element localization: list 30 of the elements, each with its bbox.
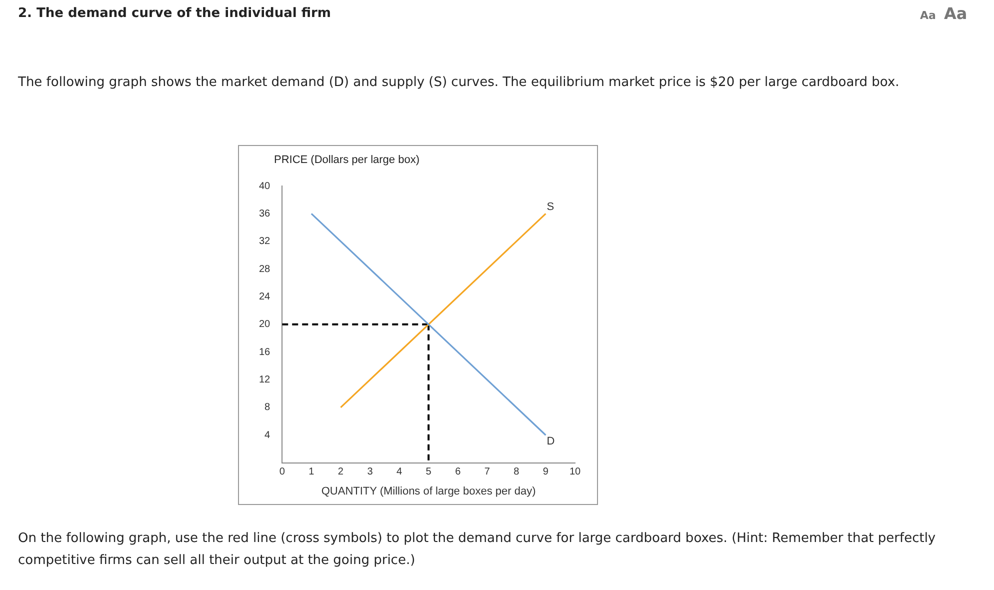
y-tick-label: 4: [264, 430, 271, 441]
x-tick-label: 2: [338, 466, 344, 478]
x-axis-title: QUANTITY (Millions of large boxes per day): [321, 485, 536, 498]
x-tick-label: 1: [308, 466, 315, 478]
chart-subtitle: The following graph shows the market demand (D) and supply (S) curves. The equilibrium market price is $20 per large cardboard box.: [18, 74, 900, 92]
x-tick-label: 7: [484, 466, 490, 478]
y-tick-label: 24: [259, 291, 271, 302]
text: On the following graph, use the red line (cross symbols) to plot the demand curve for large cardboard boxes. (Hint: Remember that perfectly competitive firms can sell all their output at the going price.): [18, 530, 937, 570]
text: Aa: [944, 4, 968, 23]
x-tick-label: 9: [542, 466, 549, 478]
y-axis-title: PRICE (Dollars per large box): [274, 154, 420, 166]
x-tick-label: 10: [569, 466, 581, 478]
text: Aa: [920, 9, 936, 22]
series-label: S: [546, 201, 554, 214]
text: 2. The demand curve of the individual firm: [18, 6, 331, 21]
x-tick-label: 4: [396, 466, 402, 478]
y-tick-label: 20: [259, 319, 271, 330]
x-tick-label: 5: [426, 466, 432, 478]
y-tick-label: 36: [259, 208, 271, 220]
y-tick-label: 28: [259, 264, 271, 275]
x-tick-label: 0: [279, 466, 286, 478]
y-tick-label: 32: [259, 236, 271, 248]
y-tick-label: 12: [259, 374, 271, 386]
y-tick-label: 8: [264, 402, 271, 414]
y-tick-label: 16: [259, 346, 271, 358]
x-tick-label: 3: [367, 466, 374, 478]
x-tick-label: 8: [514, 466, 520, 478]
series-label: D: [546, 436, 555, 448]
x-tick-label: 6: [455, 466, 462, 478]
y-tick-label: 40: [259, 180, 271, 192]
